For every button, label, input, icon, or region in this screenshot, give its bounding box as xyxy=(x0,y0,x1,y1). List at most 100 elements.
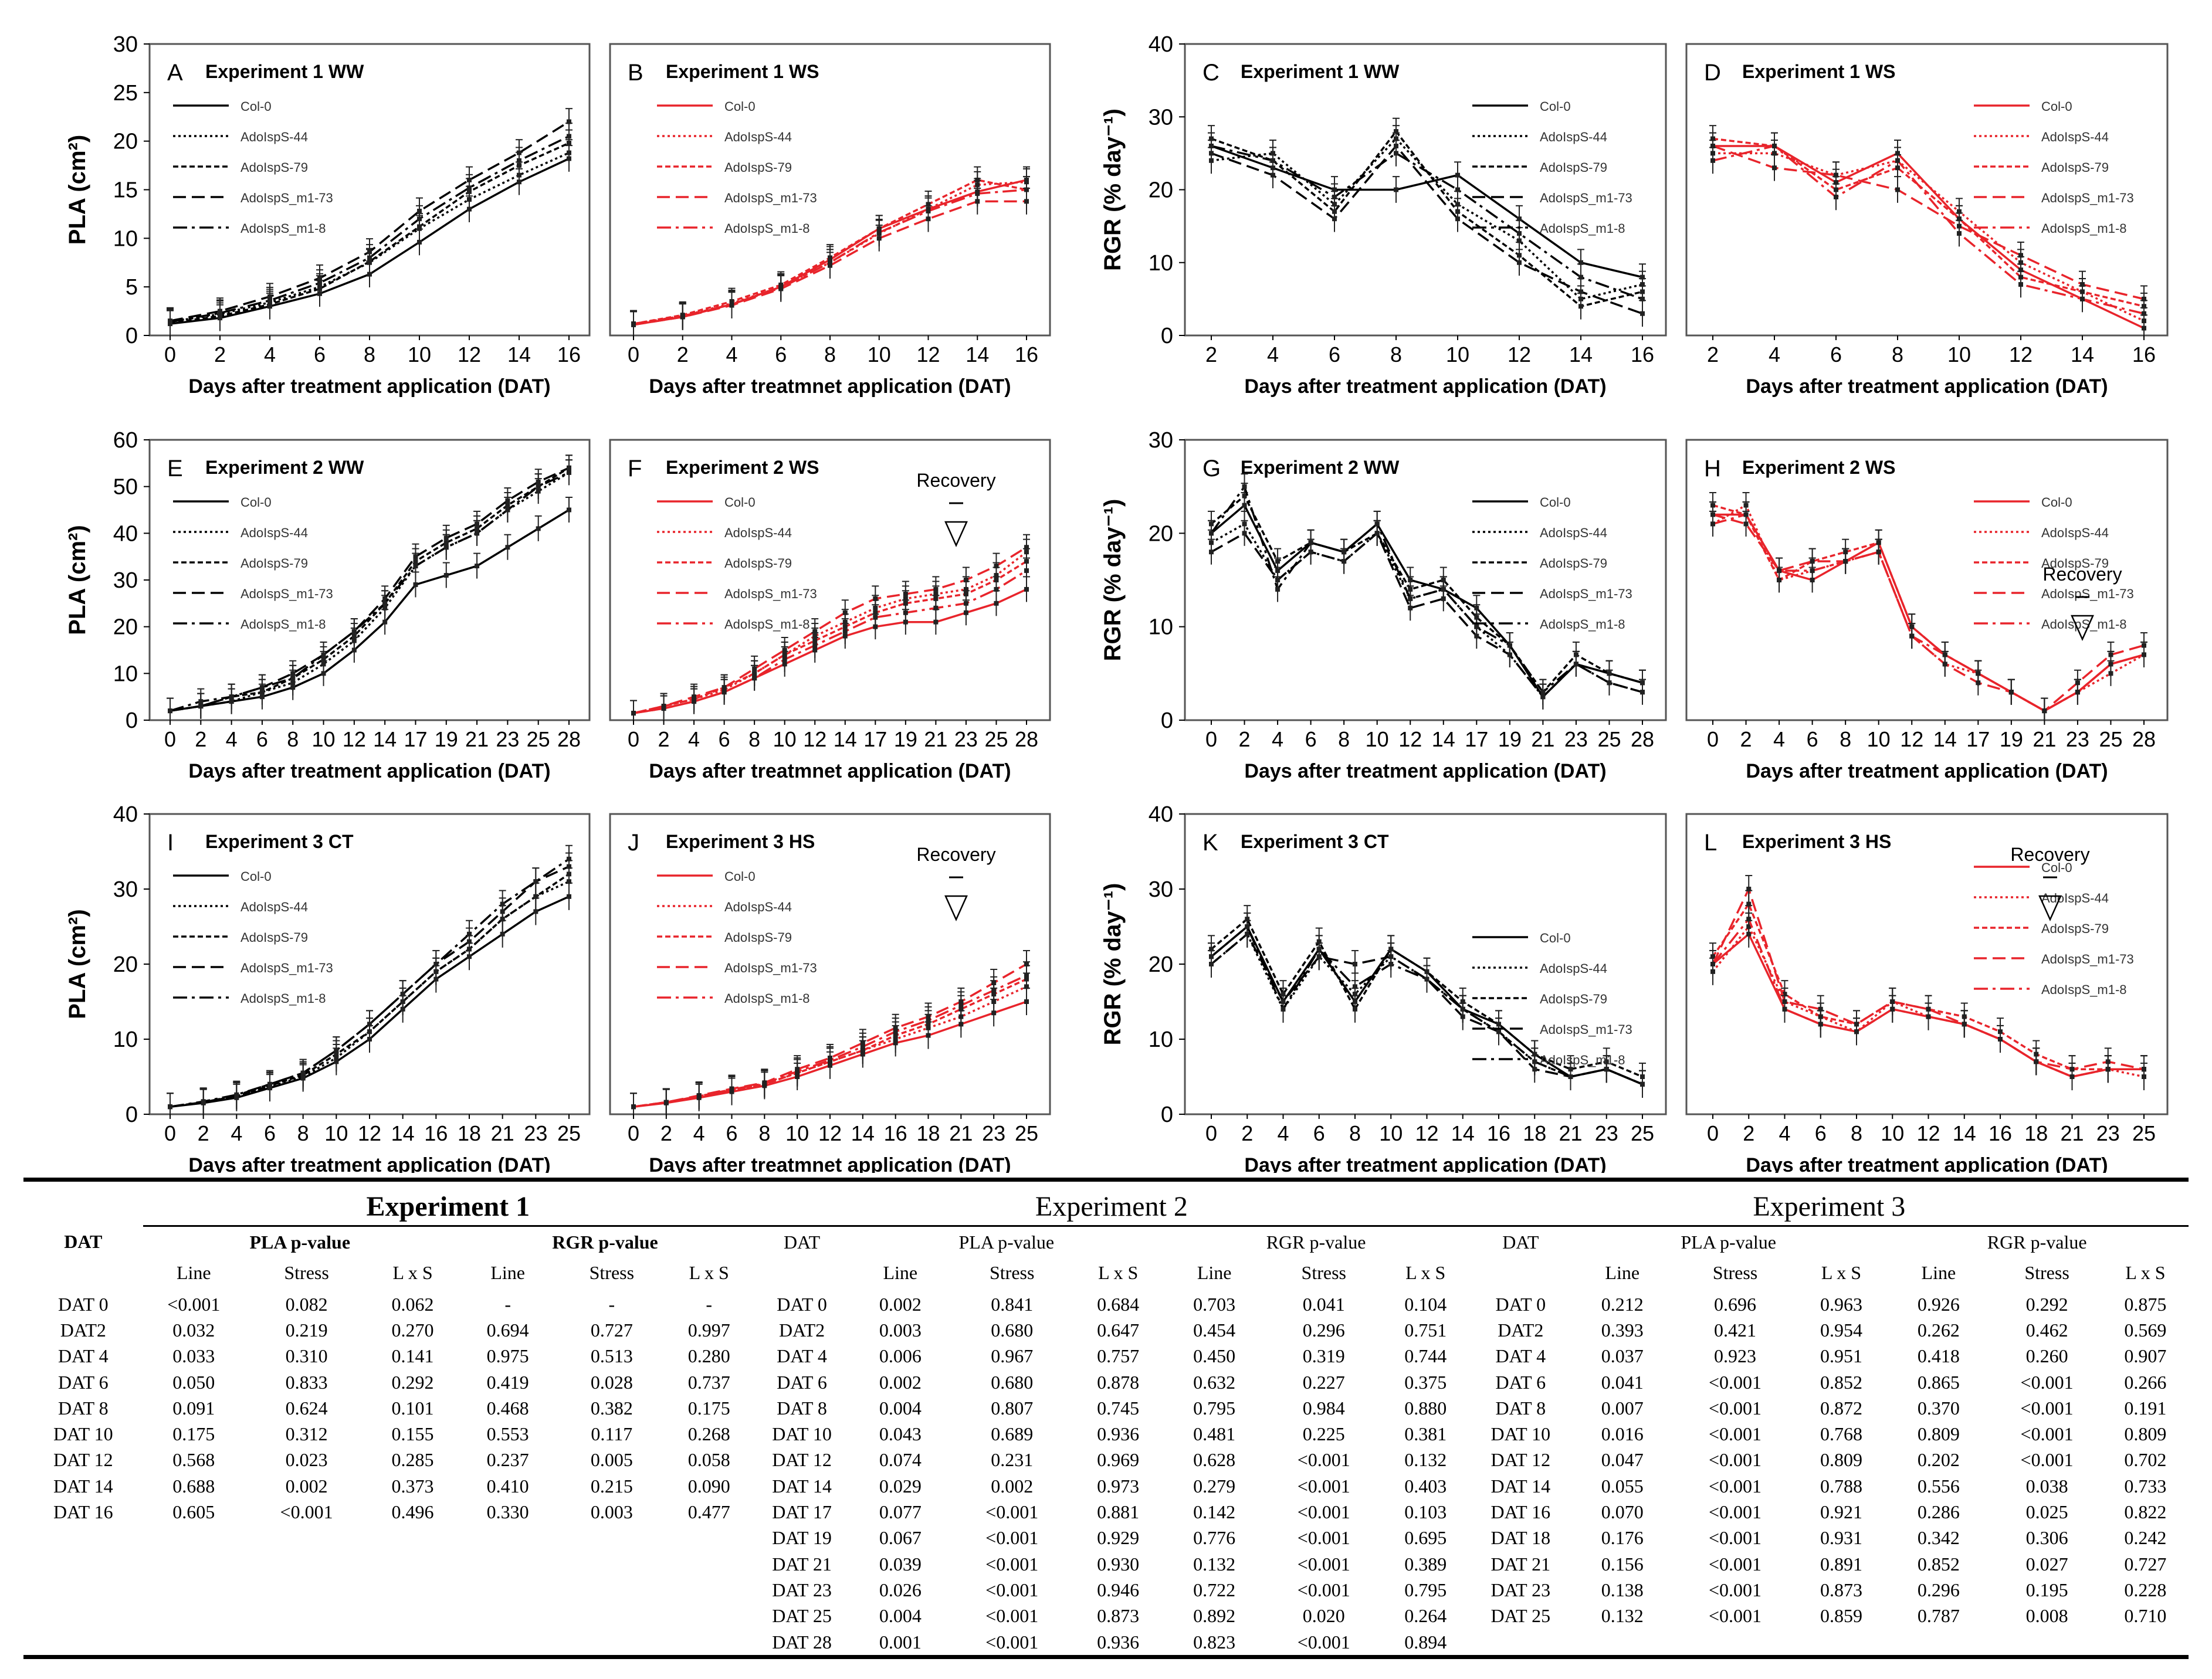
recovery-label: Recovery xyxy=(916,844,995,865)
y-tick-label: 30 xyxy=(113,568,138,593)
table-cell: 0.954 xyxy=(1820,1319,1862,1341)
x-tick-label: 10 xyxy=(1867,727,1891,751)
data-point xyxy=(1271,158,1275,163)
table-cell: 0.047 xyxy=(1601,1449,1644,1471)
table-cell: 0.215 xyxy=(590,1475,633,1497)
data-point xyxy=(1942,652,1947,657)
table-cell: 0.155 xyxy=(391,1423,434,1445)
y-tick-label: 0 xyxy=(1161,1103,1173,1127)
table-cell: - xyxy=(504,1293,511,1315)
y-tick-label: 30 xyxy=(1149,877,1173,902)
table-cell: <0.001 xyxy=(1708,1553,1762,1575)
legend-label: AdoIspS-44 xyxy=(240,525,308,540)
x-tick-label: 23 xyxy=(2066,727,2089,751)
x-tick-label: 4 xyxy=(726,342,737,367)
table-cell: <0.001 xyxy=(1297,1449,1350,1471)
data-point xyxy=(1024,999,1029,1004)
data-point xyxy=(2080,296,2085,301)
data-point xyxy=(1281,1006,1286,1012)
table-cell: 0.381 xyxy=(1404,1423,1447,1445)
table-cell xyxy=(457,1577,558,1603)
table-cell: 0.285 xyxy=(391,1449,434,1471)
table-cell xyxy=(245,1525,368,1551)
x-tick-label: 23 xyxy=(954,727,978,751)
table-cell: 0.894 xyxy=(1404,1631,1447,1653)
legend-label: AdoIspS-79 xyxy=(1540,992,1607,1006)
table-cell xyxy=(23,1603,143,1629)
series-line-adoisps-44 xyxy=(170,151,570,323)
table-cell: DAT 0 xyxy=(777,1293,827,1315)
table-row: DAT 6 0.050 0.833 0.292 0.419 0.028 0.737 DAT 6… xyxy=(23,1369,2189,1395)
data-point xyxy=(201,1099,206,1104)
x-tick-label: 28 xyxy=(557,727,581,751)
legend-label: AdoIspS-79 xyxy=(724,556,792,571)
legend-label: AdoIspS_m1-73 xyxy=(2041,952,2134,966)
x-tick-label: 16 xyxy=(557,342,581,367)
x-axis-label: Days after treatment application (DAT) xyxy=(188,760,550,782)
table-cell: <0.001 xyxy=(1297,1553,1350,1575)
x-tick-label: 4 xyxy=(1779,1121,1790,1145)
panel-letter: K xyxy=(1202,830,1218,856)
legend-label: AdoIspS_m1-73 xyxy=(2041,586,2134,601)
panel-letter: B xyxy=(628,60,643,86)
table-cell: 0.946 xyxy=(1097,1579,1140,1600)
table-cell: <0.001 xyxy=(1297,1501,1350,1523)
x-tick-label: 21 xyxy=(1559,1121,1582,1145)
legend-label: AdoIspS_m1-73 xyxy=(2041,191,2134,205)
table-cell xyxy=(457,1629,558,1655)
table-cell: 0.270 xyxy=(391,1319,434,1341)
data-point xyxy=(1441,586,1446,592)
legend-label: AdoIspS_m1-73 xyxy=(724,961,817,975)
plot-frame xyxy=(148,439,591,721)
legend-label: Col-0 xyxy=(1540,495,1571,510)
table-cell: 0.419 xyxy=(486,1371,529,1393)
table-cell: 0.795 xyxy=(1193,1397,1236,1419)
x-tick-label: 14 xyxy=(851,1121,875,1145)
data-point xyxy=(2142,1067,2146,1072)
panel-letter: C xyxy=(1202,60,1220,86)
table-cell: 0.082 xyxy=(285,1293,328,1315)
x-tick-label: 8 xyxy=(748,727,760,751)
table-cell: 0.632 xyxy=(1193,1371,1236,1393)
table-cell xyxy=(143,1629,245,1655)
x-tick-label: 4 xyxy=(1272,727,1283,751)
recovery-label: Recovery xyxy=(916,470,995,491)
table-cell: DAT 4 xyxy=(777,1345,827,1367)
data-point xyxy=(300,1070,306,1076)
x-tick-label: 12 xyxy=(1916,1121,1940,1145)
panel-title: Experiment 3 CT xyxy=(1241,831,1389,852)
panel-a: 0 5 10 15 20 25 30 PLA (cm²) 0 2 4 6 8 10 12 14 16 Days a… xyxy=(65,32,591,398)
table-cell: <0.001 xyxy=(985,1579,1039,1600)
table-cell: 0.807 xyxy=(991,1397,1034,1419)
table-cell xyxy=(665,1629,753,1655)
data-point xyxy=(1342,550,1347,555)
legend-label: Col-0 xyxy=(1540,931,1571,945)
data-point xyxy=(873,596,878,601)
table-cell: DAT 4 xyxy=(1495,1345,1546,1367)
x-tick-label: 0 xyxy=(628,727,639,751)
data-point xyxy=(1308,540,1313,545)
data-point xyxy=(1876,550,1881,555)
table-cell: 0.038 xyxy=(2025,1475,2068,1497)
table-subheader-lxs: L x S xyxy=(1821,1261,1862,1283)
y-axis-label: RGR (% day⁻¹) xyxy=(1100,108,1126,271)
panel-title: Experiment 3 CT xyxy=(205,831,354,852)
x-tick-label: 2 xyxy=(1239,727,1251,751)
data-point xyxy=(317,280,322,286)
panel-l: 0 2 4 6 8 10 12 14 16 18 21 23 25 Days after treatmen… xyxy=(1685,813,2169,1173)
table-cell: 0.702 xyxy=(2124,1449,2167,1471)
x-tick-label: 4 xyxy=(1769,342,1780,367)
table-cell: 0.026 xyxy=(879,1579,922,1600)
data-point xyxy=(828,1057,832,1063)
table-cell: 0.450 xyxy=(1193,1345,1236,1367)
x-tick-label: 16 xyxy=(1989,1121,2012,1145)
table-cell: 0.951 xyxy=(1820,1345,1862,1367)
table-cell: DAT2 xyxy=(778,1319,825,1341)
table-cell: 0.923 xyxy=(1714,1345,1756,1367)
y-tick-label: 20 xyxy=(1149,521,1173,546)
table-cell: 0.878 xyxy=(1097,1371,1140,1393)
x-tick-label: 12 xyxy=(1508,342,1531,367)
table-cell: <0.001 xyxy=(1297,1579,1350,1600)
legend-label: Col-0 xyxy=(1540,99,1571,114)
